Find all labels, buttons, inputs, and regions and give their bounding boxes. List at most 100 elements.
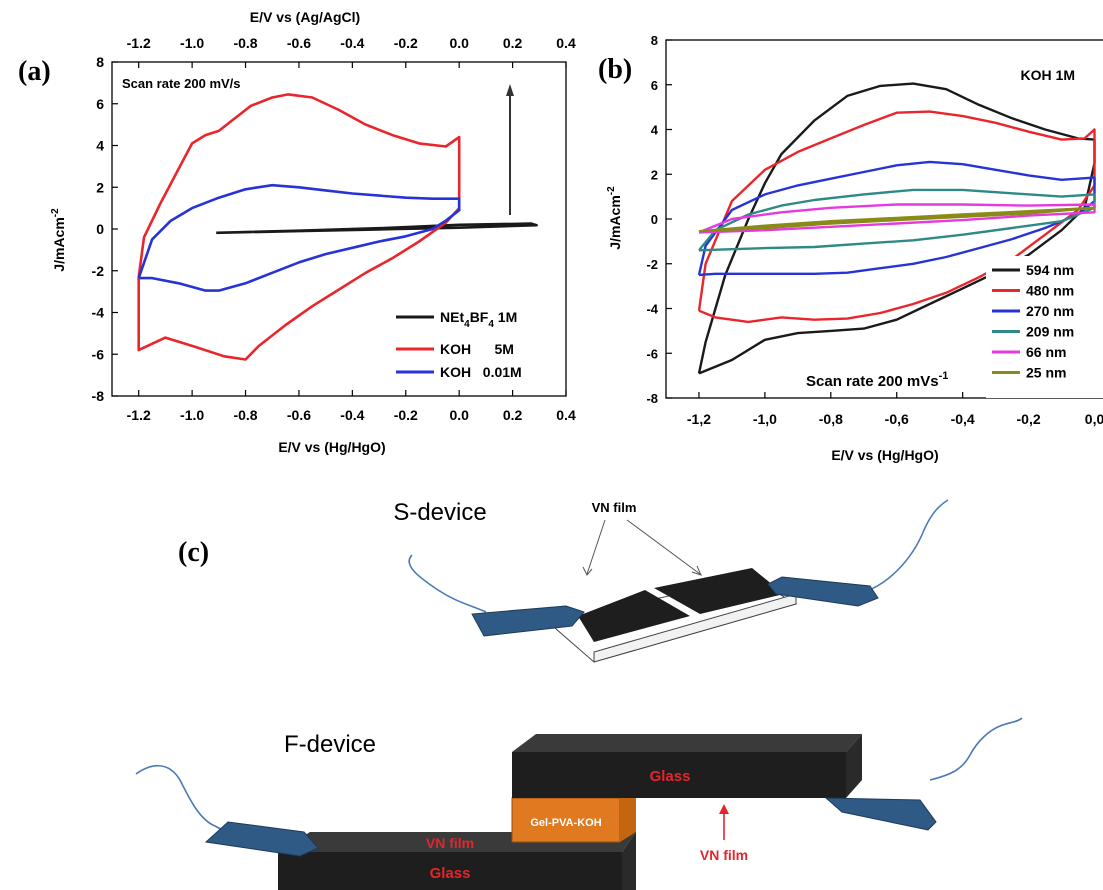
panel-b-legend-label: 594 nm — [1026, 262, 1074, 278]
f-device-electrode-right — [824, 797, 937, 831]
f-device-vn-film-arrow-head — [719, 804, 729, 814]
f-device: F-device Glass VN film Glass Gel-PVA-KOH — [135, 717, 1023, 890]
panel-a-legend: NEt4BF4 1M KOH 5M KOH 0.01M — [396, 309, 522, 380]
panel-b-legend-label: 270 nm — [1026, 303, 1074, 319]
panel-a-y-ticks: 8 6 4 2 0 -2 -4 -6 -8 — [92, 54, 118, 404]
panel-a-y-tick-label: -8 — [92, 388, 105, 404]
panel-a-top-tick-label: 0.0 — [449, 35, 469, 51]
panel-a-y-axis-title: J/mAcm-2 — [50, 208, 67, 272]
panel-b-y-tick-label: 2 — [651, 167, 658, 182]
panel-a-x-axis-title: E/V vs (Hg/HgO) — [278, 439, 385, 455]
s-device-electrode-right — [767, 576, 879, 607]
panel-a: (a) E/V vs (Ag/AgCl) -1.2 -1.0 -0.8 -0.6 -0.… — [18, 9, 576, 455]
panel-b-x-tick-label: -0,8 — [819, 411, 843, 427]
panel-a-x-tick-label: -0.8 — [233, 407, 257, 423]
panel-b-x-tick-label: 0,0 — [1085, 411, 1103, 427]
panel-b-legend-label: 25 nm — [1026, 365, 1066, 381]
panel-b-legend-bg — [986, 256, 1103, 398]
panel-a-y-tick-label: 6 — [96, 96, 104, 112]
panel-b-legend-label: 66 nm — [1026, 344, 1066, 360]
panel-b-label: (b) — [598, 54, 632, 85]
panel-a-label: (a) — [18, 56, 51, 87]
panel-b-series-5 — [698, 206, 1096, 233]
panel-a-top-ticks: -1.2 -1.0 -0.8 -0.6 -0.4 -0.2 0.0 0.2 0.4 — [127, 35, 576, 68]
panel-a-top-tick-label: 0.4 — [556, 35, 576, 51]
panel-a-x-tick-label: -1.2 — [127, 407, 151, 423]
s-device-electrode-left — [471, 605, 585, 637]
vn-film-pointer-right-head — [691, 565, 702, 576]
panel-b-y-ticks: 8 6 4 2 0 -2 -4 -6 -8 — [646, 33, 672, 406]
f-device-bottom-glass-side — [622, 832, 636, 890]
panel-b-series-0 — [697, 82, 1096, 375]
f-device-gel-side — [620, 788, 636, 842]
panel-b-y-tick-label: -6 — [646, 346, 658, 361]
f-device-vn-film-inner-label: VN film — [426, 835, 474, 851]
f-device-wire-right — [929, 717, 1023, 781]
panel-a-top-axis-title: E/V vs (Ag/AgCl) — [250, 9, 360, 25]
panel-b-x-tick-label: -0,6 — [885, 411, 909, 427]
panel-b-series-3 — [698, 188, 1096, 252]
f-device-electrode-left — [204, 821, 319, 857]
panel-b-x-tick-label: -0,2 — [1017, 411, 1041, 427]
panel-b-y-tick-label: 8 — [651, 33, 658, 48]
panel-a-top-tick-label: -0.4 — [340, 35, 364, 51]
panel-b-x-ticks: -1,2 -1,0 -0,8 -0,6 -0,4 -0,2 0,0 — [687, 392, 1103, 427]
f-device-vn-film-arrow-label: VN film — [700, 847, 748, 863]
panel-a-top-tick-label: 0.2 — [503, 35, 523, 51]
panel-a-bottom-ticks: -1.2 -1.0 -0.8 -0.6 -0.4 -0.2 0.0 0.2 0.4 — [127, 390, 576, 423]
panel-b-series — [697, 82, 1096, 375]
panel-b-series-4 — [698, 203, 1096, 234]
panel-a-series — [137, 93, 538, 361]
panel-b-series-1 — [697, 110, 1096, 324]
f-device-title: F-device — [284, 731, 376, 758]
s-device-film-left — [578, 590, 690, 642]
panel-b: (b) KOH 1M -1,2 -1,0 -0,8 -0,6 -0,4 -0,2 0,0 8… — [598, 33, 1103, 463]
panel-a-arrow-head — [506, 84, 514, 96]
f-device-bottom-glass — [278, 852, 622, 890]
s-device: S-device VN film — [393, 499, 949, 663]
panel-b-y-tick-label: -4 — [646, 302, 658, 317]
panel-b-y-tick-label: 4 — [651, 123, 659, 138]
panel-b-x-tick-label: -1,2 — [687, 411, 711, 427]
s-device-wire-left — [408, 554, 487, 613]
panel-b-y-tick-label: -2 — [646, 257, 658, 272]
panel-b-x-tick-label: -1,0 — [753, 411, 777, 427]
panel-a-x-tick-label: 0.2 — [503, 407, 523, 423]
panel-a-series-1 — [137, 93, 461, 361]
panel-b-annotation: Scan rate 200 mVs-1 — [806, 370, 948, 390]
f-device-wire-left — [135, 764, 233, 835]
vn-film-pointer-left — [586, 519, 606, 575]
panel-b-series-2 — [697, 160, 1096, 277]
panel-a-y-tick-label: -2 — [92, 263, 105, 279]
panel-a-x-tick-label: 0.0 — [449, 407, 469, 423]
f-device-top-glass — [512, 752, 846, 798]
panel-a-y-tick-label: 8 — [96, 54, 104, 70]
panel-a-y-tick-label: -6 — [92, 346, 105, 362]
panel-a-y-tick-label: 2 — [96, 179, 104, 195]
panel-a-x-tick-label: -1.0 — [180, 407, 204, 423]
vn-film-pointer-right — [626, 519, 701, 575]
f-device-top-glass-top — [512, 734, 862, 752]
panel-c-label: (c) — [178, 537, 209, 568]
panel-a-series-0 — [216, 222, 538, 235]
panel-b-title: KOH 1M — [1021, 67, 1075, 83]
panel-b-x-tick-label: -0,4 — [951, 411, 975, 427]
f-device-glass-top-label: Glass — [650, 768, 691, 785]
panel-b-y-tick-label: 0 — [651, 212, 658, 227]
panel-b-legend-label: 209 nm — [1026, 324, 1074, 340]
panel-a-x-tick-label: -0.4 — [340, 407, 364, 423]
panel-b-y-axis-title: J/mAcm-2 — [606, 186, 623, 250]
panel-b-legend: 594 nm 480 nm 270 nm 209 nm 66 nm 25 nm — [986, 256, 1103, 398]
panel-a-top-tick-label: -1.2 — [127, 35, 151, 51]
panel-a-y-tick-label: 4 — [96, 138, 104, 154]
s-device-title: S-device — [393, 499, 486, 526]
panel-c: (c) S-device VN film F-device — [135, 499, 1023, 890]
panel-a-y-tick-label: -4 — [92, 305, 105, 321]
s-device-substrate-edge — [593, 593, 797, 663]
panel-a-top-tick-label: -0.8 — [233, 35, 257, 51]
panel-b-legend-label: 480 nm — [1026, 283, 1074, 299]
panel-b-y-tick-label: -8 — [646, 391, 658, 406]
legend-label-koh-5m: KOH 5M — [440, 341, 514, 357]
legend-label-koh-001m: KOH 0.01M — [440, 364, 522, 380]
